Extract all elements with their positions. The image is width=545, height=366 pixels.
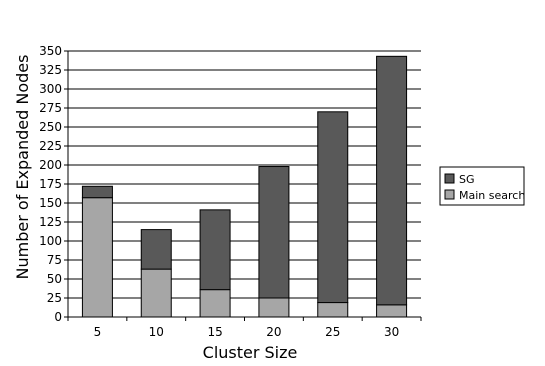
legend-label: SG [459, 173, 475, 186]
bar-segment [81, 197, 113, 318]
y-tick-label: 350 [39, 44, 62, 58]
bars [81, 55, 408, 318]
x-axis-title: Cluster Size [203, 343, 298, 362]
x-tick-label: 15 [207, 325, 222, 339]
y-tick-label: 25 [47, 291, 62, 305]
bar-segment [81, 185, 113, 199]
bar-segment [317, 111, 349, 304]
y-tick-label: 300 [39, 82, 62, 96]
bar-segment [376, 304, 408, 318]
bar-segment [199, 209, 231, 291]
y-tick-label: 175 [39, 177, 62, 191]
x-tick-label: 5 [94, 325, 102, 339]
bar-segment [258, 297, 290, 318]
y-tick-label: 200 [39, 158, 62, 172]
y-tick-labels: 0 25 50 75 100 125 150 175 200 225 250 275 300 325 350 [39, 44, 62, 324]
legend-swatch [444, 173, 455, 184]
y-tick-label: 0 [54, 310, 62, 324]
bar-segment [376, 55, 408, 306]
y-tick-label: 275 [39, 101, 62, 115]
y-tick-label: 100 [39, 234, 62, 248]
bar-segment [317, 302, 349, 318]
y-tick-label: 125 [39, 215, 62, 229]
legend-label: Main search [459, 189, 525, 202]
y-tick-label: 50 [47, 272, 62, 286]
y-tick-label: 250 [39, 120, 62, 134]
y-tick-label: 150 [39, 196, 62, 210]
x-tick-label: 25 [325, 325, 340, 339]
y-tick-label: 225 [39, 139, 62, 153]
axes [64, 50, 422, 321]
x-tick-label: 10 [149, 325, 164, 339]
y-tick-label: 325 [39, 63, 62, 77]
x-tick-label: 30 [384, 325, 399, 339]
bar-segment [140, 268, 172, 318]
legend-swatch [444, 189, 455, 200]
x-tick-labels: 5 10 15 20 25 30 [94, 325, 400, 339]
gridlines [68, 50, 421, 299]
bar-segment [258, 166, 290, 299]
legend: SG Main search [439, 166, 525, 206]
bar-segment [199, 289, 231, 318]
x-tick-label: 20 [266, 325, 281, 339]
bar-segment [140, 229, 172, 270]
y-axis-title: Number of Expanded Nodes [13, 55, 32, 280]
y-tick-label: 75 [47, 253, 62, 267]
